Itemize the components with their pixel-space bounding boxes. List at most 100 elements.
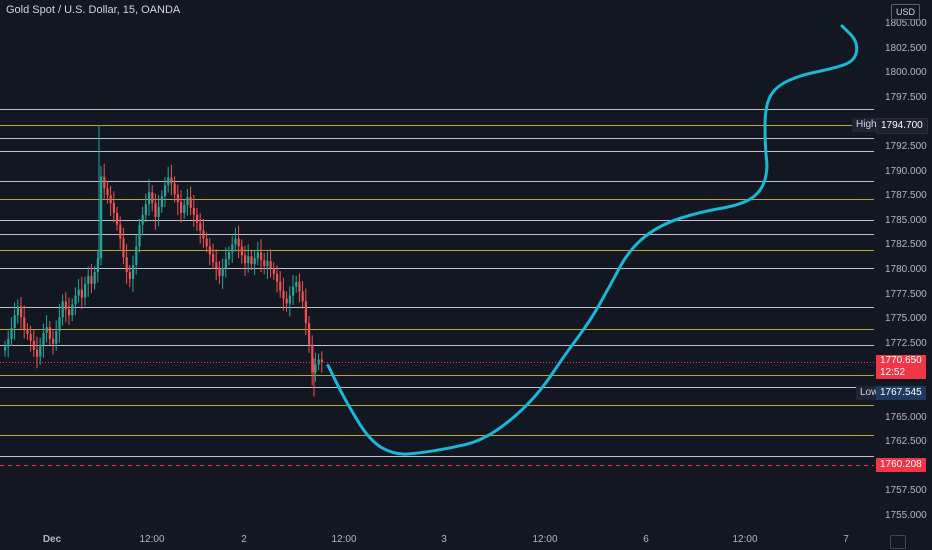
price-axis-label: 1762.500 (885, 436, 927, 448)
candle-body (74, 295, 77, 305)
candle-body (176, 194, 179, 203)
time-axis-label: 12:00 (139, 534, 165, 545)
candle-body (16, 306, 19, 316)
price-axis-label: 1777.500 (885, 288, 927, 300)
candle-body (196, 214, 199, 223)
candle-body (285, 298, 288, 304)
candle-body (250, 256, 253, 265)
candle-body (301, 291, 304, 302)
candle-body (212, 254, 215, 263)
price-axis-label: 1775.000 (885, 313, 927, 325)
candle-body (77, 289, 80, 296)
price-axis[interactable]: 1805.000 1802.500 1800.000 1797.500 1792.500… (874, 0, 932, 530)
candle-body (205, 238, 208, 247)
candle-body (231, 244, 234, 253)
time-axis-label: Dec (42, 534, 62, 545)
candle-body (36, 349, 39, 357)
candle-body (4, 346, 7, 351)
candle-body (144, 204, 147, 215)
bar-countdown: 12:52 (880, 367, 906, 378)
candle-body (7, 338, 10, 347)
candle-body (160, 196, 163, 208)
price-axis-label: 1757.500 (885, 485, 927, 497)
candle-body (304, 301, 307, 324)
candle-body (122, 238, 125, 258)
candle-body (173, 183, 176, 195)
last-price-tag: 1770.650 12:52 (876, 355, 926, 379)
candle-body (84, 283, 87, 298)
candle-body (157, 207, 160, 217)
candle-body (32, 340, 35, 350)
price-axis-label: 1790.000 (885, 165, 927, 177)
price-axis-label: 1802.500 (885, 42, 927, 54)
candle-body (298, 281, 301, 292)
candle-body (64, 301, 67, 310)
candle-body (237, 238, 240, 247)
candle-body (20, 306, 23, 318)
candle-body (167, 177, 170, 186)
candle-body (103, 176, 106, 189)
candle-body (100, 176, 103, 259)
price-chart-pane[interactable] (0, 0, 874, 530)
candle-body (61, 301, 64, 318)
candle-body (240, 246, 243, 256)
candle-body (192, 208, 195, 215)
candle-body (164, 185, 167, 197)
candle-body (272, 268, 275, 274)
candle-body (45, 327, 48, 333)
candle-body (96, 258, 99, 272)
candle-body (256, 252, 259, 259)
axis-corner[interactable] (874, 530, 932, 550)
low-price-tag: 1767.545 (876, 385, 926, 400)
time-axis-label: 3 (441, 534, 447, 545)
candle-body (80, 289, 83, 298)
candle-body (106, 188, 109, 196)
time-axis-label: 12:00 (532, 534, 558, 545)
price-axis-label: 1787.500 (885, 190, 927, 202)
candle-body (109, 195, 112, 204)
candle-body (29, 333, 32, 341)
time-axis[interactable]: Dec 12:00 2 12:00 3 12:00 6 12:00 7 (0, 530, 874, 550)
candle-body (183, 205, 186, 213)
candle-body (288, 295, 291, 304)
low-label: Low (856, 385, 883, 400)
candle-body (68, 309, 71, 316)
candle-body (292, 286, 295, 296)
candle-body (128, 271, 131, 279)
candle-body (13, 315, 16, 329)
candle-body (228, 252, 231, 260)
candle-body (215, 262, 218, 269)
candle-body (125, 257, 128, 272)
candle-body (263, 260, 266, 267)
candle-body (247, 256, 250, 264)
candle-body (260, 252, 263, 261)
candle-body (170, 177, 173, 184)
candle-body (132, 265, 135, 279)
candle-body (87, 275, 90, 284)
candle-body (48, 327, 51, 339)
candle-body (148, 192, 151, 205)
candle-body (266, 261, 269, 267)
candle-body (119, 224, 122, 239)
symbol-title[interactable]: Gold Spot / U.S. Dollar, 15, OANDA (6, 4, 181, 16)
candle-body (314, 364, 317, 373)
candle-body (282, 290, 285, 299)
candle-body (180, 202, 183, 213)
gear-icon[interactable] (890, 535, 906, 549)
candle-body (276, 273, 279, 282)
candle-body (186, 197, 189, 206)
price-axis-label: 1780.000 (885, 264, 927, 275)
candle-body (269, 261, 272, 269)
candle-body (93, 271, 96, 284)
currency-unit-badge[interactable]: USD (891, 4, 920, 20)
high-price-tag: 1794.700 (876, 118, 928, 135)
time-axis-label: 12:00 (732, 534, 758, 545)
price-axis-label: 1805.000 (885, 18, 927, 29)
candle-body (55, 331, 58, 344)
price-axis-label: 1772.500 (885, 337, 927, 349)
candle-body (221, 268, 224, 276)
candle-body (71, 304, 74, 316)
high-label: High (852, 118, 881, 133)
price-axis-label: 1782.500 (885, 239, 927, 251)
